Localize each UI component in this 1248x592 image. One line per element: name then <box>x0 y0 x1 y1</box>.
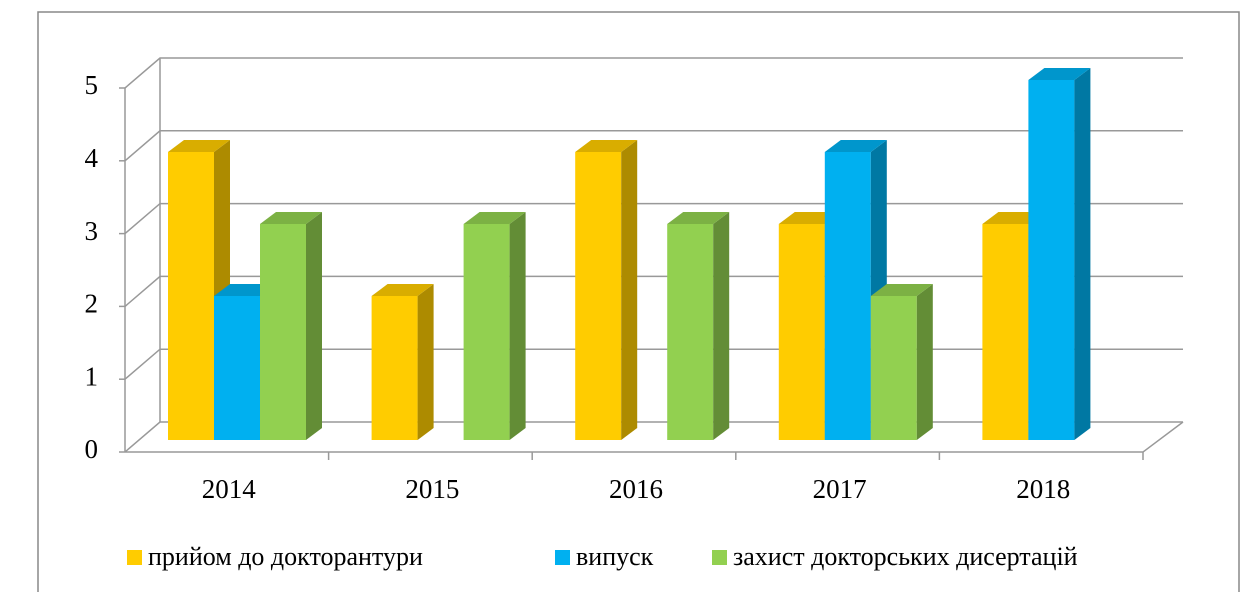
bar-front <box>824 152 871 440</box>
bar-top <box>463 212 526 224</box>
y-tick-label: 1 <box>85 361 99 391</box>
bar <box>667 212 730 440</box>
legend-swatch <box>712 550 727 565</box>
x-tick-label: 2014 <box>202 474 257 504</box>
bar-front <box>575 152 622 440</box>
x-tick-label: 2018 <box>1016 474 1070 504</box>
bar <box>575 140 638 440</box>
y-tick-label: 5 <box>85 70 99 100</box>
bar-top <box>168 140 230 152</box>
grid-line <box>124 130 1183 162</box>
bar-top <box>1028 68 1091 80</box>
bar <box>260 212 322 440</box>
y-tick-label: 2 <box>85 289 99 319</box>
bar-front <box>1028 80 1075 440</box>
grid-line <box>124 57 1183 89</box>
bar-side <box>916 284 933 440</box>
bar-front <box>260 224 306 440</box>
bar <box>371 284 434 440</box>
bar-top <box>824 140 887 152</box>
bar <box>463 212 526 440</box>
y-tick-label: 3 <box>85 216 99 246</box>
bar-front <box>778 224 825 440</box>
bar-top <box>371 284 434 296</box>
x-tick-label: 2017 <box>813 474 867 504</box>
bar-top <box>870 284 933 296</box>
bar-side <box>621 140 638 440</box>
legend-label: прийом до докторантури <box>148 542 423 571</box>
bar-front <box>168 152 214 440</box>
y-tick-label: 4 <box>85 143 99 173</box>
bar-top <box>260 212 322 224</box>
legend-swatch <box>555 550 570 565</box>
bar-front <box>463 224 510 440</box>
bar-side <box>306 212 322 440</box>
bar-front <box>371 296 418 440</box>
bar-side <box>417 284 434 440</box>
y-tick-label: 0 <box>85 434 99 464</box>
x-tick-label: 2015 <box>405 474 459 504</box>
bar-front <box>870 296 917 440</box>
legend-label: випуск <box>576 542 654 571</box>
x-tick-label: 2016 <box>609 474 663 504</box>
bar <box>1028 68 1091 440</box>
bar-top <box>667 212 730 224</box>
legend-swatch <box>127 550 142 565</box>
bar-side <box>509 212 526 440</box>
legend-label: захист докторських дисертацій <box>733 542 1078 571</box>
bar-side <box>713 212 730 440</box>
bar-side <box>1074 68 1091 440</box>
bar <box>870 284 933 440</box>
bar-front <box>982 224 1029 440</box>
bar-top <box>575 140 638 152</box>
bar-front <box>214 296 260 440</box>
bar-front <box>667 224 714 440</box>
